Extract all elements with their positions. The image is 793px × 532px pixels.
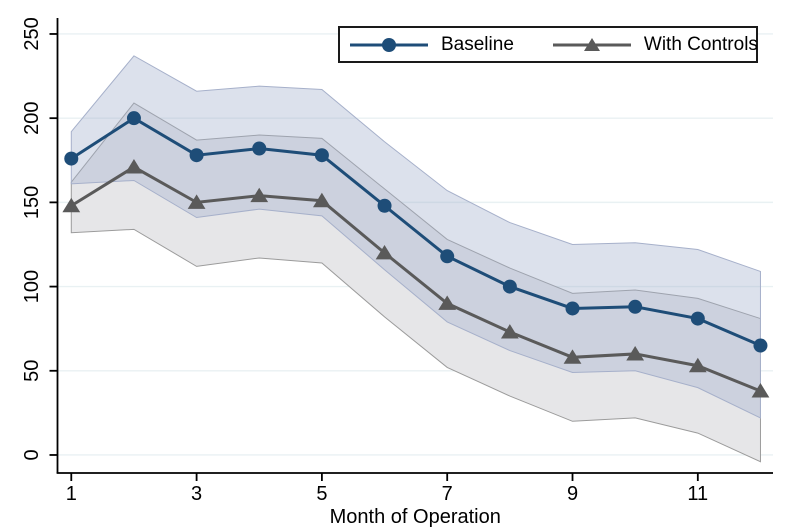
legend-item-with-controls: With Controls — [514, 34, 758, 56]
svg-text:50: 50 — [21, 360, 43, 382]
legend-label-with-controls: With Controls — [643, 33, 758, 55]
svg-text:Month of Operation: Month of Operation — [330, 506, 501, 528]
chart-legend: Baseline With Controls — [338, 26, 758, 63]
svg-text:1: 1 — [66, 483, 77, 505]
baseline-line-circle-icon — [350, 37, 428, 52]
svg-text:5: 5 — [316, 483, 327, 505]
svg-text:11: 11 — [687, 483, 708, 505]
svg-text:7: 7 — [442, 483, 453, 505]
svg-text:100: 100 — [21, 270, 43, 303]
svg-text:3: 3 — [191, 483, 202, 505]
svg-text:150: 150 — [21, 186, 43, 219]
legend-label-baseline: Baseline — [441, 33, 514, 55]
svg-text:200: 200 — [21, 101, 43, 134]
svg-text:250: 250 — [21, 17, 43, 50]
with-controls-line-triangle-icon — [552, 37, 631, 51]
legend-item-baseline: Baseline — [340, 34, 514, 56]
svg-text:9: 9 — [567, 483, 578, 505]
svg-text:0: 0 — [21, 449, 43, 460]
